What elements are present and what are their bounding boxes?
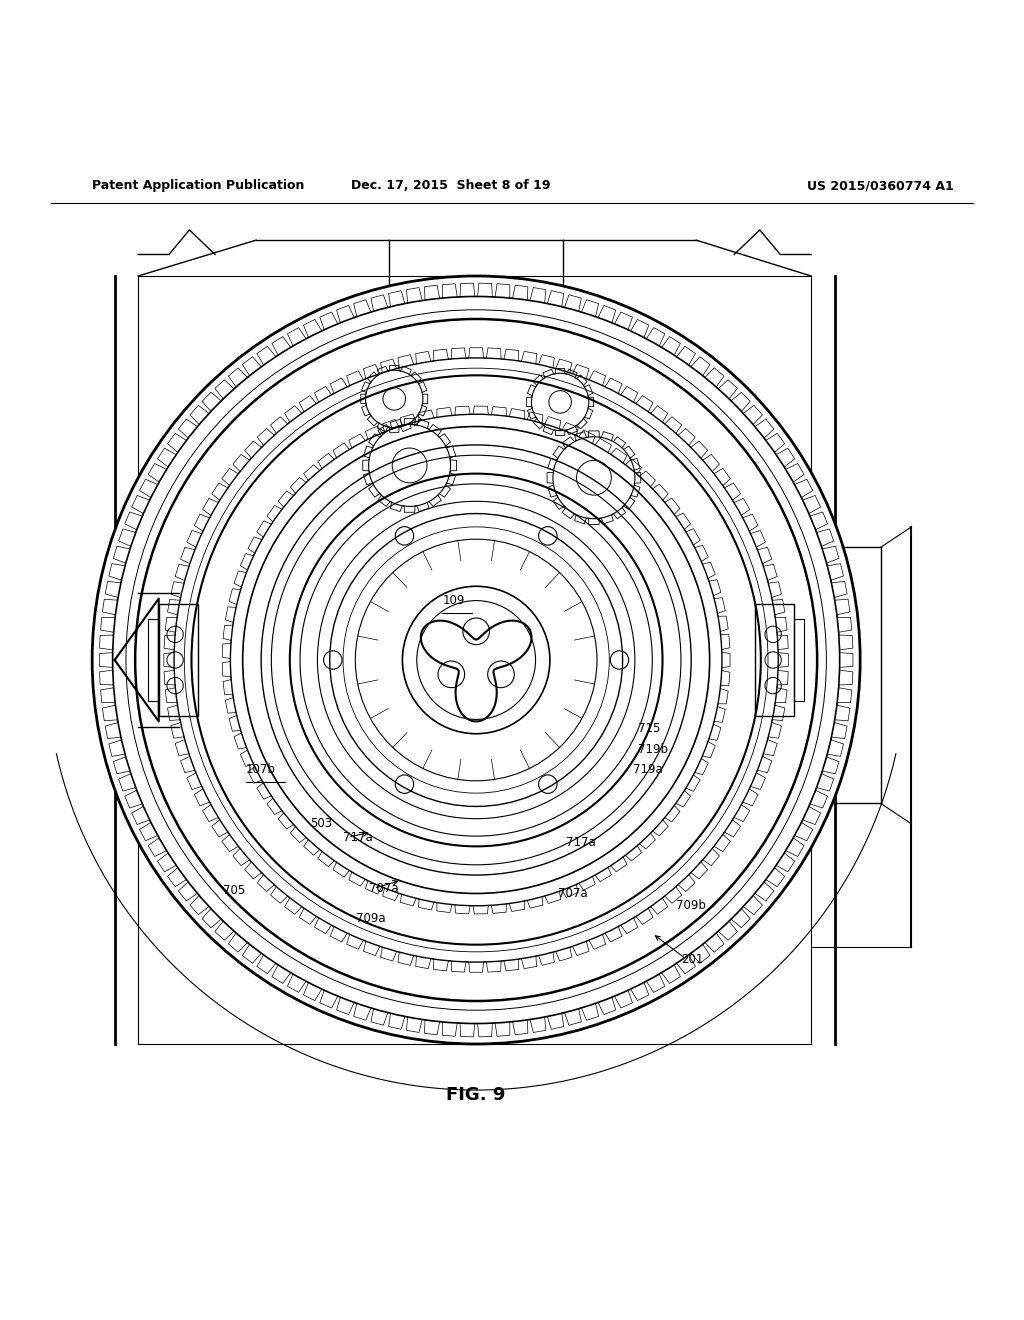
Text: 709b: 709b <box>676 899 706 912</box>
Text: US 2015/0360774 A1: US 2015/0360774 A1 <box>807 180 954 193</box>
Text: 717a: 717a <box>566 836 596 849</box>
Text: 201: 201 <box>681 953 703 965</box>
Text: 503: 503 <box>310 817 333 830</box>
Text: 707a: 707a <box>369 882 398 895</box>
Text: 707a: 707a <box>558 887 588 900</box>
Circle shape <box>92 276 860 1044</box>
Text: 709a: 709a <box>356 912 386 924</box>
Text: 719b: 719b <box>638 743 668 755</box>
Text: FIG. 9: FIG. 9 <box>446 1086 506 1105</box>
Bar <box>755 603 794 717</box>
Text: Dec. 17, 2015  Sheet 8 of 19: Dec. 17, 2015 Sheet 8 of 19 <box>351 180 550 193</box>
Text: 109: 109 <box>442 594 465 607</box>
Bar <box>159 603 198 717</box>
Text: 705: 705 <box>223 884 246 896</box>
Text: 717a: 717a <box>343 830 373 843</box>
Text: Patent Application Publication: Patent Application Publication <box>92 180 304 193</box>
Text: 719a: 719a <box>633 763 663 776</box>
Bar <box>148 619 159 701</box>
Bar <box>794 619 804 701</box>
Text: 107b: 107b <box>246 763 275 776</box>
Text: 715: 715 <box>638 722 660 735</box>
